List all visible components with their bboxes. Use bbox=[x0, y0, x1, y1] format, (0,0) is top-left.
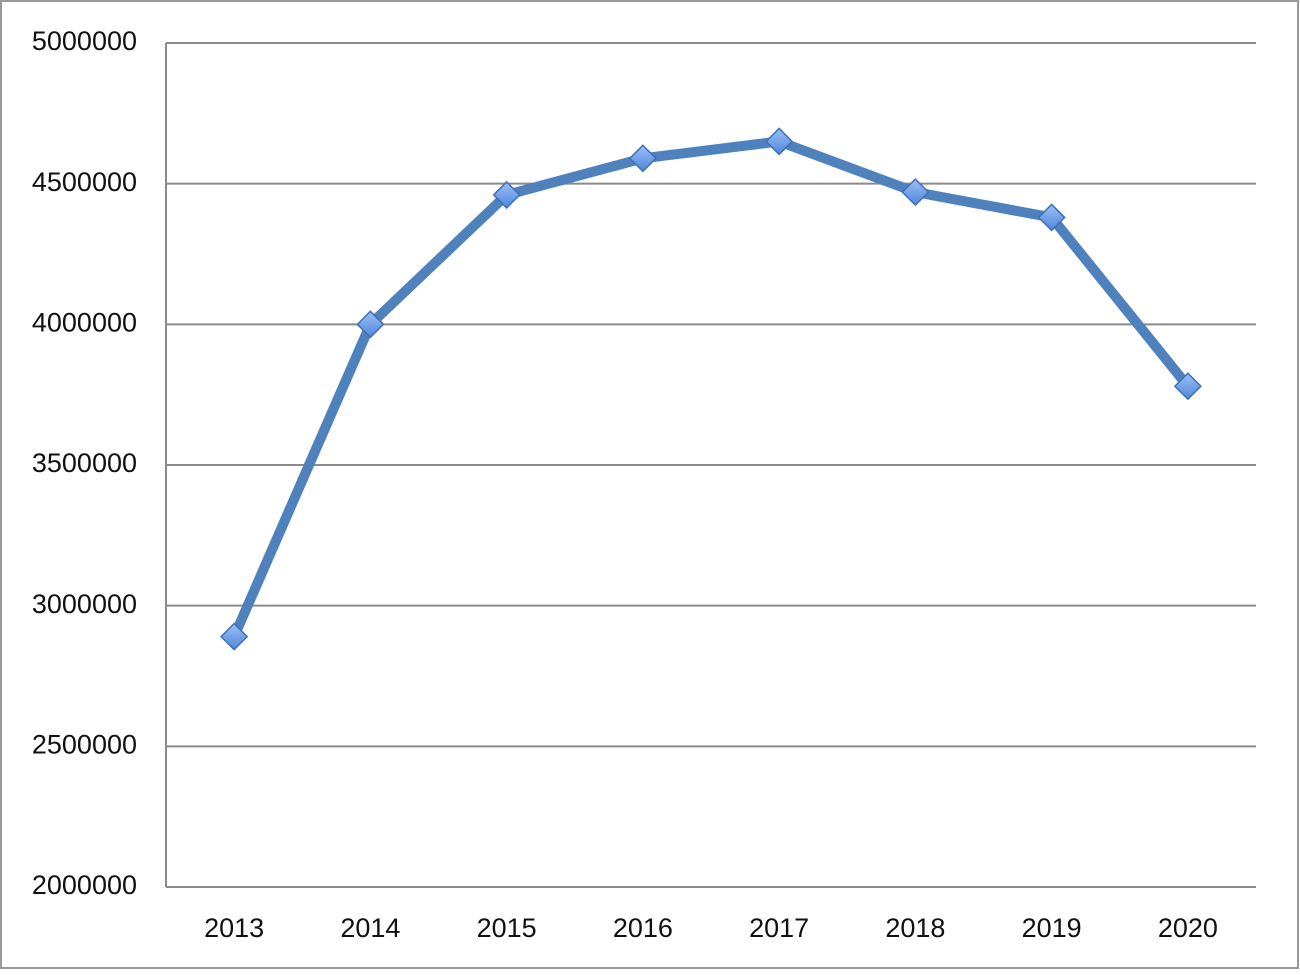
y-tick-label: 5000000 bbox=[32, 26, 137, 56]
x-tick-label: 2014 bbox=[340, 913, 400, 943]
y-tick-label: 3500000 bbox=[32, 448, 137, 478]
x-tick-label: 2013 bbox=[204, 913, 264, 943]
y-tick-label: 4000000 bbox=[32, 307, 137, 337]
y-tick-label: 3000000 bbox=[32, 589, 137, 619]
marker bbox=[1037, 203, 1066, 232]
marker bbox=[220, 622, 249, 651]
x-tick-label: 2019 bbox=[1022, 913, 1082, 943]
x-tick-label: 2016 bbox=[613, 913, 673, 943]
marker bbox=[1173, 372, 1202, 401]
y-tick-label: 2500000 bbox=[32, 729, 137, 759]
marker bbox=[628, 144, 657, 173]
marker bbox=[492, 180, 521, 209]
line bbox=[229, 136, 1192, 639]
y-tick-label: 4500000 bbox=[32, 167, 137, 197]
marker bbox=[356, 310, 385, 339]
x-tick-label: 2018 bbox=[885, 913, 945, 943]
y-tick-label: 2000000 bbox=[32, 870, 137, 900]
x-tick-label: 2015 bbox=[477, 913, 537, 943]
x-tick-label: 2020 bbox=[1158, 913, 1218, 943]
marker bbox=[901, 178, 930, 207]
x-tick-label: 2017 bbox=[749, 913, 809, 943]
marker bbox=[765, 127, 794, 156]
